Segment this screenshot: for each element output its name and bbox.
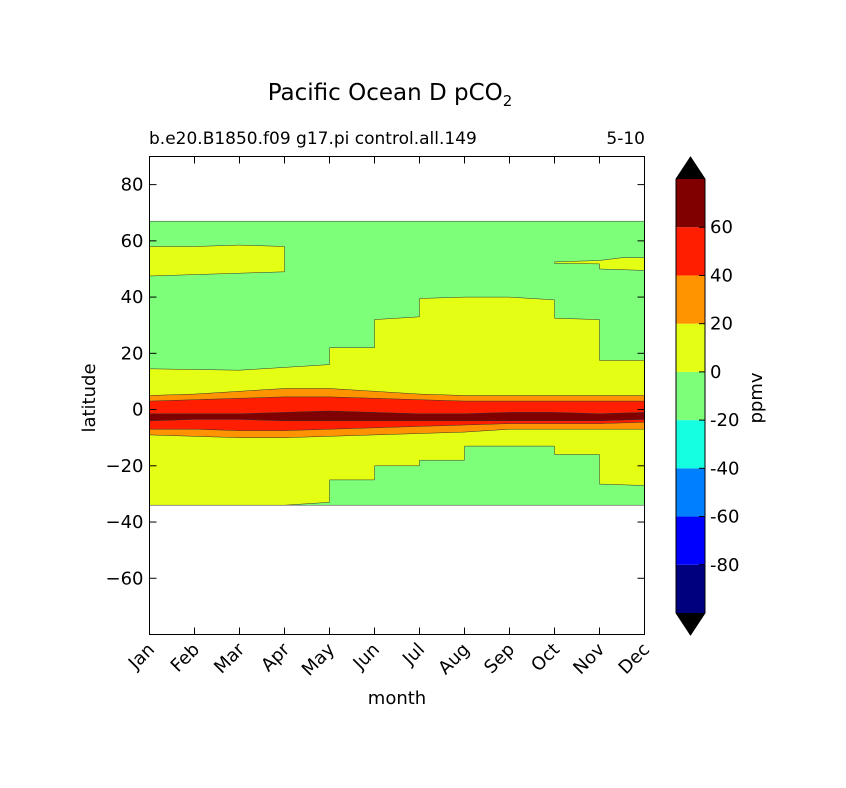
y-tick-label: 20	[121, 343, 144, 364]
colorbar-tick-label: 0	[710, 362, 721, 383]
x-tick-label: Dec	[615, 639, 654, 678]
x-tick-label: Feb	[167, 639, 204, 676]
x-tick-label: Jan	[124, 639, 159, 674]
colorbar-swatch	[676, 516, 705, 565]
y-tick-label: 60	[121, 231, 144, 252]
y-tick-label: 40	[121, 287, 144, 308]
chart-title-subscript: 2	[503, 92, 513, 110]
x-tick-label: Jun	[349, 639, 384, 674]
x-tick-label: Mar	[210, 639, 249, 678]
colorbar-tick-label: -40	[710, 458, 739, 479]
colorbar-tick-label: 60	[710, 217, 733, 238]
colorbar: -80 -60 -40 -20 0 20 40 60	[675, 156, 739, 636]
y-axis-label: latitude	[79, 363, 100, 432]
colorbar-swatch	[676, 323, 705, 372]
colorbar-label: ppmv	[746, 372, 767, 423]
x-tick-label: May	[298, 639, 339, 680]
colorbar-outline	[675, 156, 706, 636]
chart-title-text: Pacific Ocean D pCO	[268, 80, 503, 106]
colorbar-tick-label: -20	[710, 410, 739, 431]
x-tick-label: Nov	[569, 639, 609, 679]
x-tick-label: Jul	[398, 639, 429, 670]
contour-region-2	[149, 244, 285, 277]
x-tick-label: Sep	[480, 639, 519, 678]
colorbar-swatch	[676, 275, 705, 324]
colorbar-swatch	[676, 420, 705, 469]
colorbar-extend-bottom	[676, 613, 705, 635]
colorbar-swatch	[676, 179, 705, 228]
plot-frame	[149, 156, 645, 635]
y-tick-label: −40	[106, 512, 144, 533]
chart-title: Pacific Ocean D pCO2	[268, 80, 513, 110]
colorbar-swatch	[676, 468, 705, 517]
chart-subtitle-right: 5-10	[606, 129, 645, 149]
x-tick-label: Oct	[527, 639, 564, 676]
x-tick-label: Aug	[434, 639, 474, 679]
colorbar-tick-label: 40	[710, 265, 733, 286]
x-tick-label: Apr	[257, 639, 294, 676]
y-tick-label: −60	[106, 568, 144, 589]
y-tick-label: −20	[106, 456, 144, 477]
colorbar-swatch	[676, 227, 705, 276]
colorbar-extend-top	[676, 157, 705, 179]
plot-fill	[149, 220, 645, 506]
x-axis-label: month	[368, 688, 426, 709]
colorbar-swatch	[676, 564, 705, 613]
colorbar-tick-label: 20	[710, 314, 733, 335]
y-tick-label: 80	[121, 175, 144, 196]
y-tick-label: 0	[132, 400, 143, 421]
colorbar-tick-label: -80	[710, 555, 739, 576]
colorbar-swatch	[676, 371, 705, 421]
chart-subtitle-left: b.e20.B1850.f09 g17.pi control.all.149	[149, 129, 477, 149]
colorbar-tick-label: -60	[710, 507, 739, 528]
